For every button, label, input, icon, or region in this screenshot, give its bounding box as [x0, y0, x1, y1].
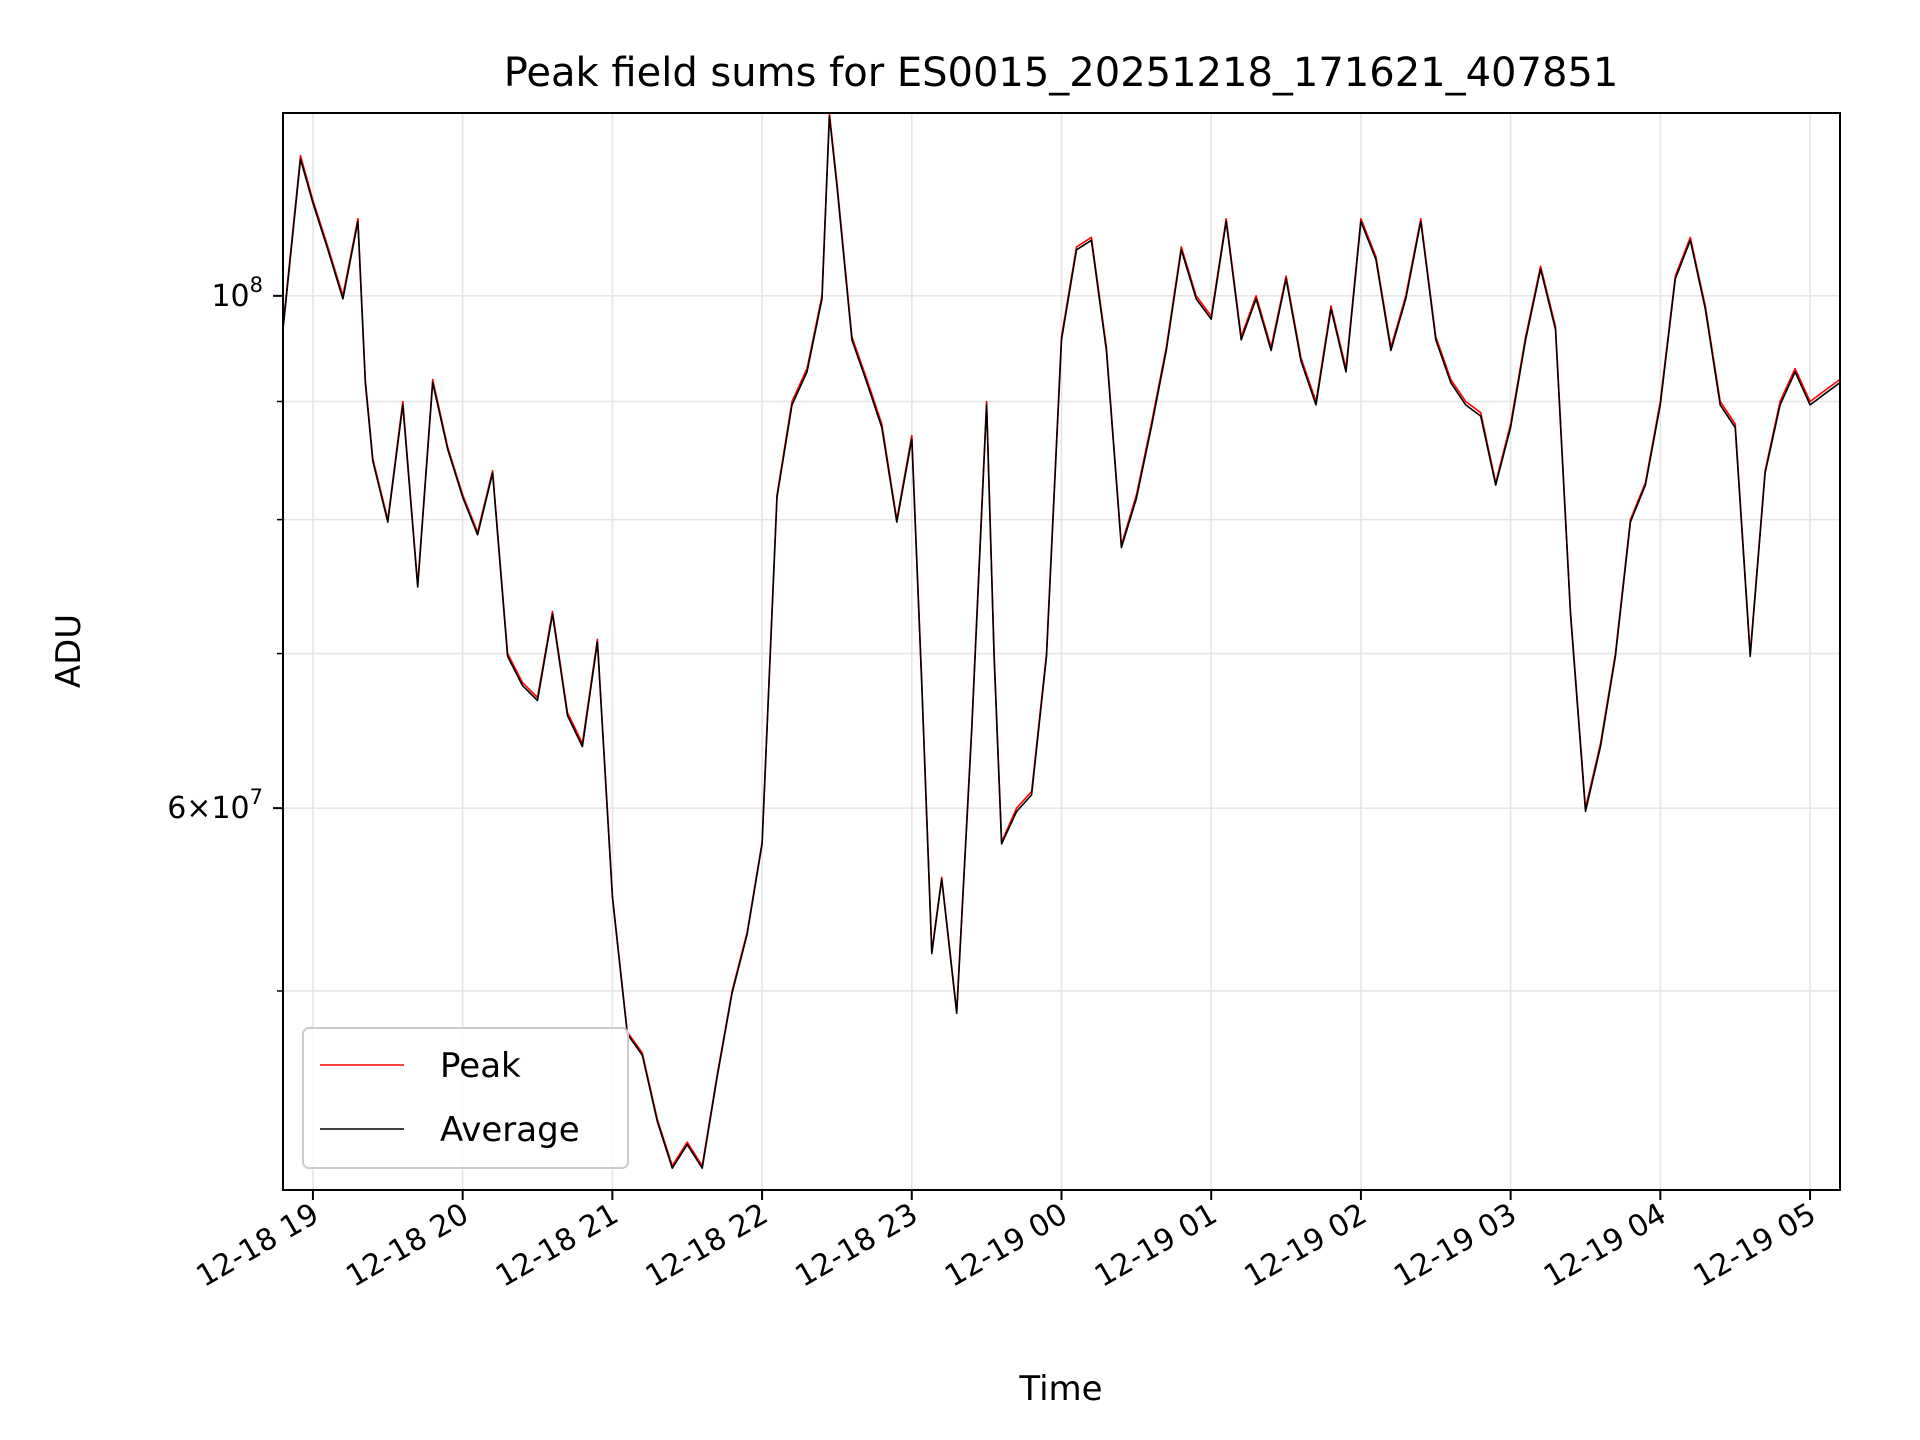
y-axis-ticks: 108 6×107 [167, 273, 283, 992]
legend: Peak Average [302, 1027, 629, 1169]
plot-area [282, 112, 1841, 1169]
chart-title: Peak field sums for ES0015_20251218_1716… [504, 50, 1619, 96]
y-tick-label: 6×107 [167, 785, 263, 826]
legend-box [302, 1027, 629, 1169]
legend-label-peak: Peak [440, 1046, 521, 1086]
legend-label-average: Average [440, 1110, 580, 1150]
grid [283, 113, 1840, 1190]
y-axis-label: ADU [49, 614, 89, 688]
y-tick-label: 108 [211, 273, 263, 314]
series-line-average [282, 115, 1841, 1169]
x-axis-label: Time [1018, 1369, 1102, 1409]
